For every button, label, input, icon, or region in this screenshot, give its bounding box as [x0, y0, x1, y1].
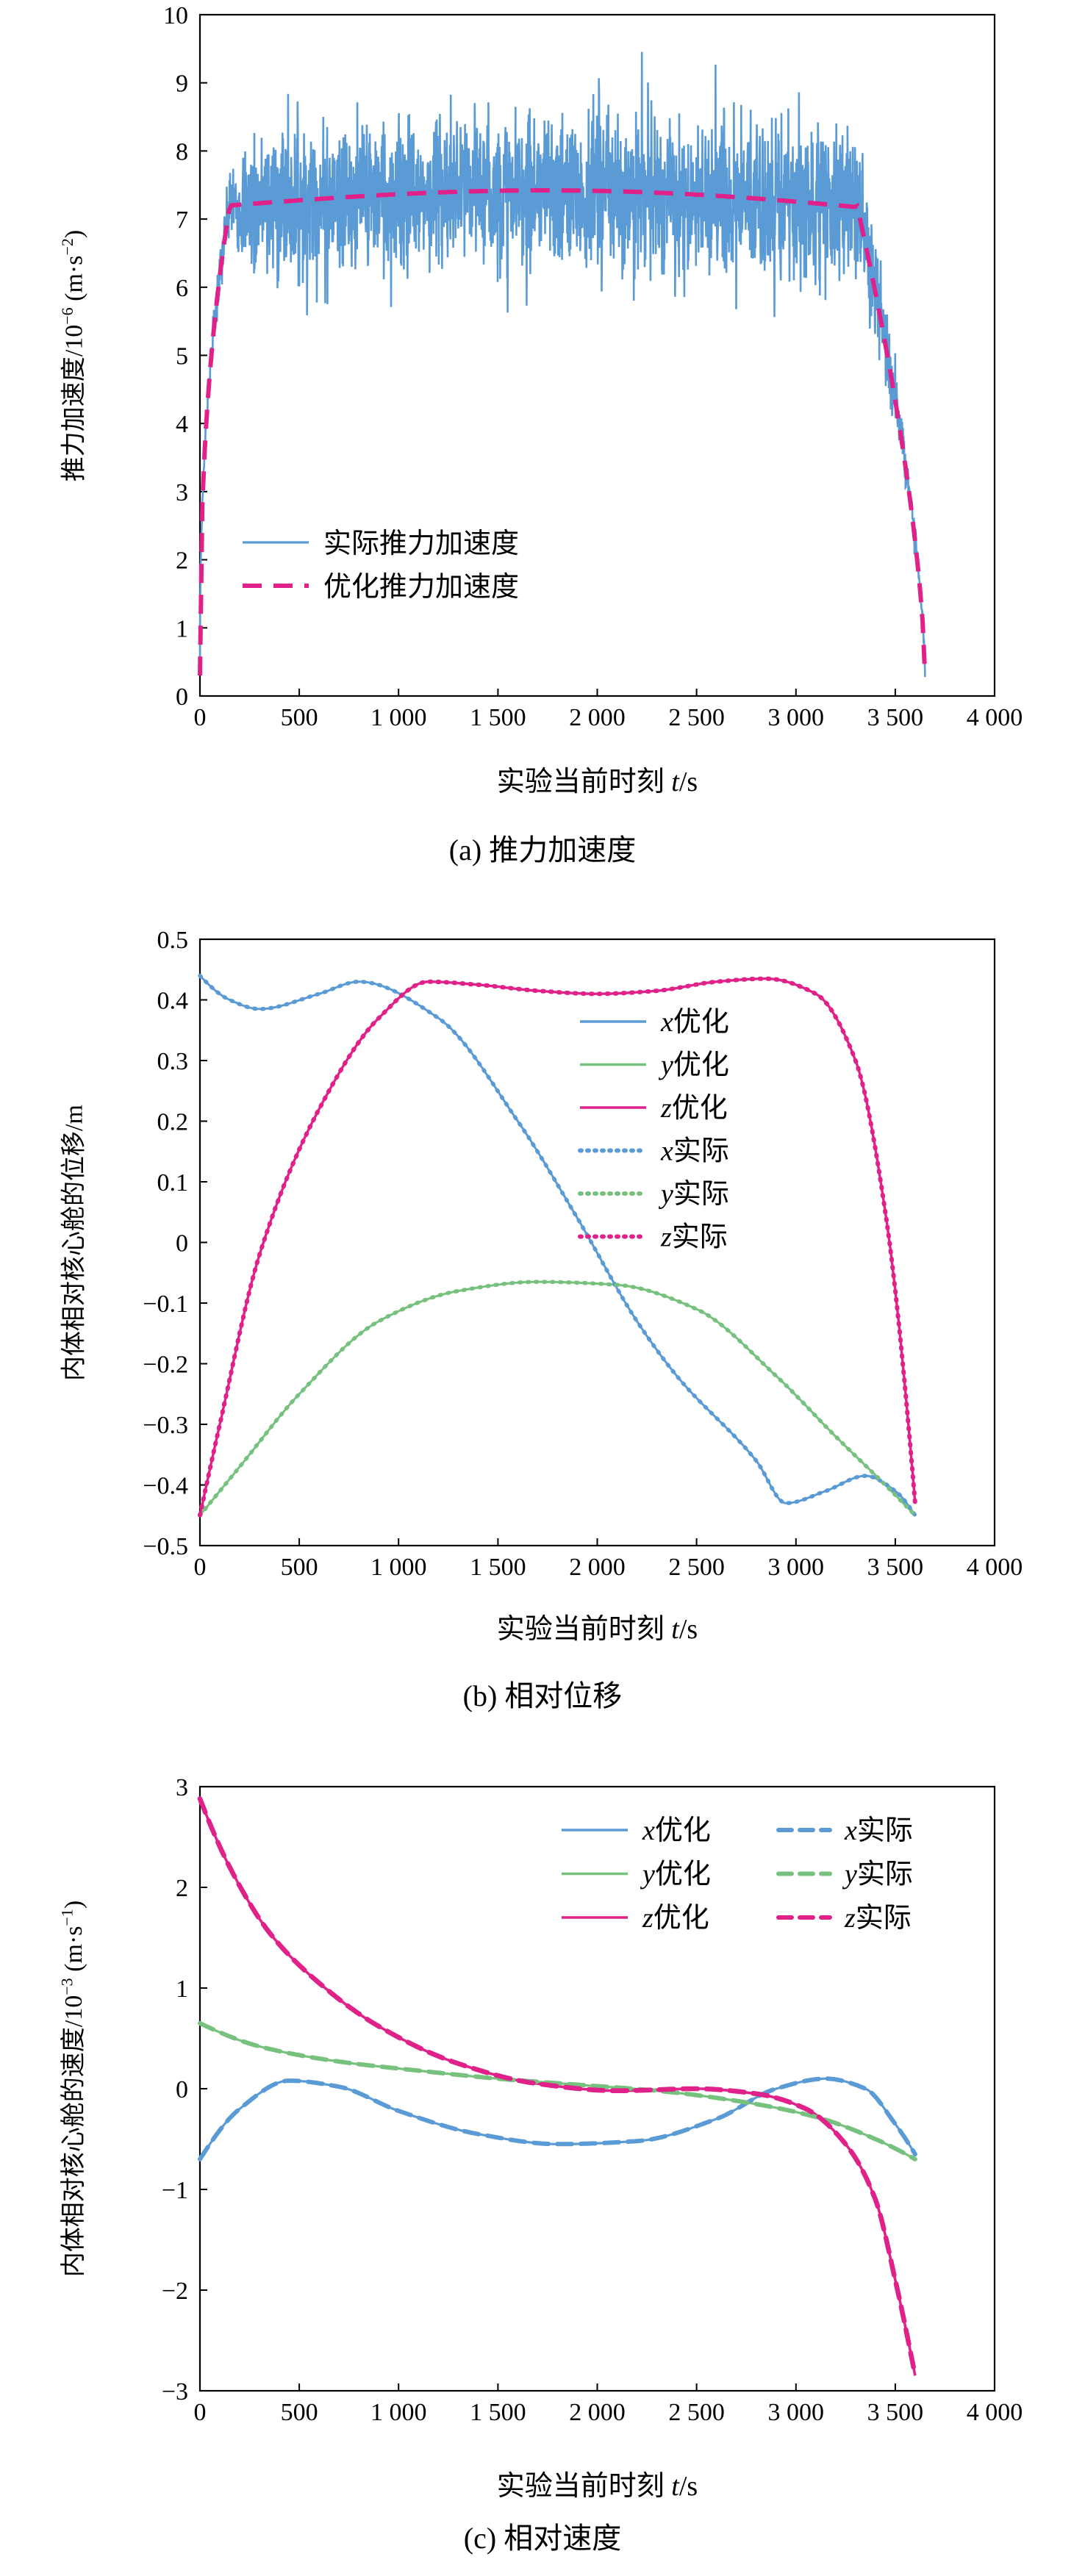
svg-text:0: 0	[194, 1554, 207, 1581]
svg-text:2 500: 2 500	[668, 1554, 725, 1581]
svg-text:9: 9	[176, 71, 188, 98]
svg-text:y实际: y实际	[842, 1859, 913, 1890]
svg-text:2: 2	[176, 1875, 188, 1902]
svg-text:实验当前时刻 t/s: 实验当前时刻 t/s	[497, 1614, 698, 1645]
svg-text:优化推力加速度: 优化推力加速度	[323, 572, 519, 603]
svg-text:1 000: 1 000	[370, 2399, 427, 2426]
svg-text:0: 0	[194, 704, 207, 731]
svg-text:1: 1	[176, 615, 188, 642]
svg-text:3 000: 3 000	[768, 704, 825, 731]
svg-text:y优化: y优化	[640, 1859, 711, 1890]
svg-text:0.4: 0.4	[157, 988, 189, 1015]
svg-text:1 500: 1 500	[470, 1554, 526, 1581]
svg-text:0.2: 0.2	[157, 1109, 189, 1136]
svg-text:z实际: z实际	[844, 1903, 912, 1934]
svg-text:3 500: 3 500	[867, 2399, 924, 2426]
svg-text:−0.2: −0.2	[143, 1352, 188, 1379]
svg-text:1 500: 1 500	[470, 2399, 526, 2426]
svg-text:1: 1	[176, 1976, 188, 2003]
svg-text:10: 10	[163, 2, 188, 29]
svg-text:0: 0	[176, 684, 188, 711]
svg-text:−2: −2	[162, 2278, 188, 2305]
svg-text:y优化: y优化	[658, 1050, 729, 1081]
svg-text:z实际: z实际	[660, 1222, 728, 1253]
svg-text:2 000: 2 000	[569, 1554, 626, 1581]
svg-text:0: 0	[194, 2399, 207, 2426]
svg-text:−0.4: −0.4	[143, 1473, 188, 1500]
svg-text:x优化: x优化	[642, 1815, 711, 1846]
svg-text:3: 3	[176, 479, 188, 506]
svg-text:x实际: x实际	[844, 1815, 913, 1846]
svg-text:0: 0	[176, 2076, 188, 2103]
svg-text:y实际: y实际	[658, 1179, 729, 1210]
svg-text:8: 8	[176, 138, 188, 165]
svg-text:2 500: 2 500	[668, 2399, 725, 2426]
svg-text:4 000: 4 000	[967, 704, 1023, 731]
svg-text:−0.1: −0.1	[143, 1291, 188, 1318]
svg-text:0.1: 0.1	[157, 1169, 189, 1196]
svg-text:z优化: z优化	[642, 1903, 709, 1934]
svg-text:6: 6	[176, 275, 188, 302]
svg-text:(c) 相对速度: (c) 相对速度	[464, 2522, 621, 2555]
svg-text:3 000: 3 000	[768, 1554, 825, 1581]
svg-text:0.3: 0.3	[157, 1048, 189, 1075]
svg-text:2 500: 2 500	[668, 704, 725, 731]
svg-text:−1: −1	[162, 2177, 188, 2204]
svg-text:500: 500	[281, 1554, 318, 1581]
svg-text:x实际: x实际	[660, 1136, 729, 1167]
svg-text:2 000: 2 000	[569, 2399, 626, 2426]
svg-text:2 000: 2 000	[569, 704, 626, 731]
svg-text:z优化: z优化	[660, 1093, 728, 1124]
svg-text:3: 3	[176, 1774, 188, 1801]
svg-text:3 500: 3 500	[867, 704, 924, 731]
svg-text:实验当前时刻 t/s: 实验当前时刻 t/s	[497, 767, 698, 797]
svg-text:4 000: 4 000	[967, 1554, 1023, 1581]
svg-text:实验当前时刻 t/s: 实验当前时刻 t/s	[497, 2471, 698, 2502]
svg-text:实际推力加速度: 实际推力加速度	[323, 528, 519, 559]
svg-text:−3: −3	[162, 2378, 188, 2405]
svg-text:4: 4	[176, 411, 188, 438]
svg-text:4 000: 4 000	[967, 2399, 1023, 2426]
svg-text:1 000: 1 000	[370, 704, 427, 731]
svg-text:0: 0	[176, 1230, 188, 1257]
svg-text:x优化: x优化	[660, 1007, 729, 1038]
svg-text:5: 5	[176, 343, 188, 370]
svg-text:500: 500	[281, 704, 318, 731]
svg-text:−0.3: −0.3	[143, 1412, 188, 1439]
svg-text:(b) 相对位移: (b) 相对位移	[463, 1679, 623, 1712]
svg-text:1 000: 1 000	[370, 1554, 427, 1581]
svg-text:3 000: 3 000	[768, 2399, 825, 2426]
svg-text:0.5: 0.5	[157, 927, 189, 954]
svg-text:7: 7	[176, 207, 188, 234]
svg-text:3 500: 3 500	[867, 1554, 924, 1581]
svg-text:2: 2	[176, 548, 188, 575]
svg-text:(a) 推力加速度: (a) 推力加速度	[449, 833, 636, 867]
svg-text:−0.5: −0.5	[143, 1533, 188, 1560]
svg-text:1 500: 1 500	[470, 704, 526, 731]
svg-text:500: 500	[281, 2399, 318, 2426]
